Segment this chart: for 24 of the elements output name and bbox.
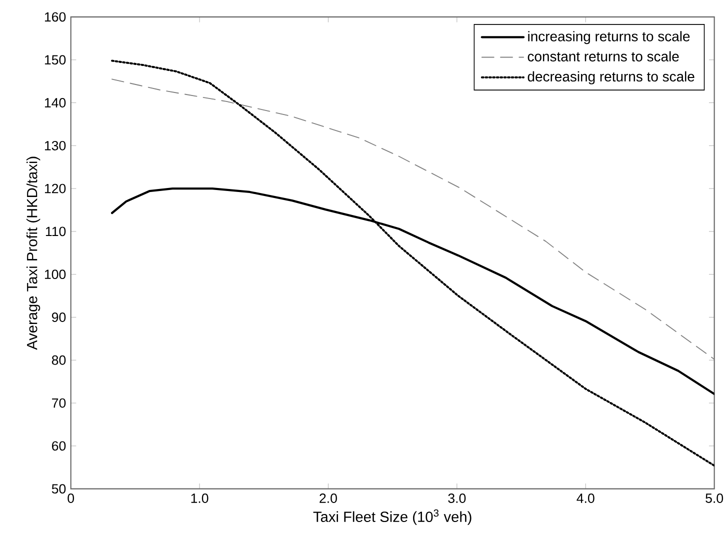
legend-label: decreasing returns to scale [528, 71, 694, 84]
y-tick-label: 110 [46, 226, 66, 236]
x-tick-label: 5.0 [706, 494, 724, 504]
y-tick-label: 100 [44, 270, 66, 280]
x-tick-label: 0 [68, 494, 74, 504]
x-tick-label: 1.0 [191, 494, 208, 504]
y-tick-label: 150 [44, 55, 66, 65]
y-tick-label: 50 [52, 484, 66, 494]
x-tick-label: 4.0 [576, 494, 594, 504]
y-tick-label: 130 [44, 141, 66, 150]
legend-label: increasing returns to scale [528, 31, 690, 44]
y-tick-label: 160 [44, 12, 66, 22]
y-tick-label: 120 [44, 184, 66, 194]
y-tick-label: 60 [52, 441, 66, 451]
y-tick-label: 80 [52, 356, 66, 365]
y-tick-label: 140 [44, 98, 66, 108]
x-tick-label: 3.0 [448, 494, 466, 504]
x-tick-label: 2.0 [320, 494, 337, 504]
y-axis-title: Average Taxi Profit (HKD/taxi) [26, 156, 40, 350]
legend-label: constant returns to scale [528, 51, 679, 62]
y-tick-label: 90 [52, 312, 66, 322]
y-tick-label: 70 [52, 398, 66, 408]
line-series [111, 60, 714, 467]
x-axis-title: Taxi Fleet Size (10$^{3}$ veh) [313, 510, 472, 526]
